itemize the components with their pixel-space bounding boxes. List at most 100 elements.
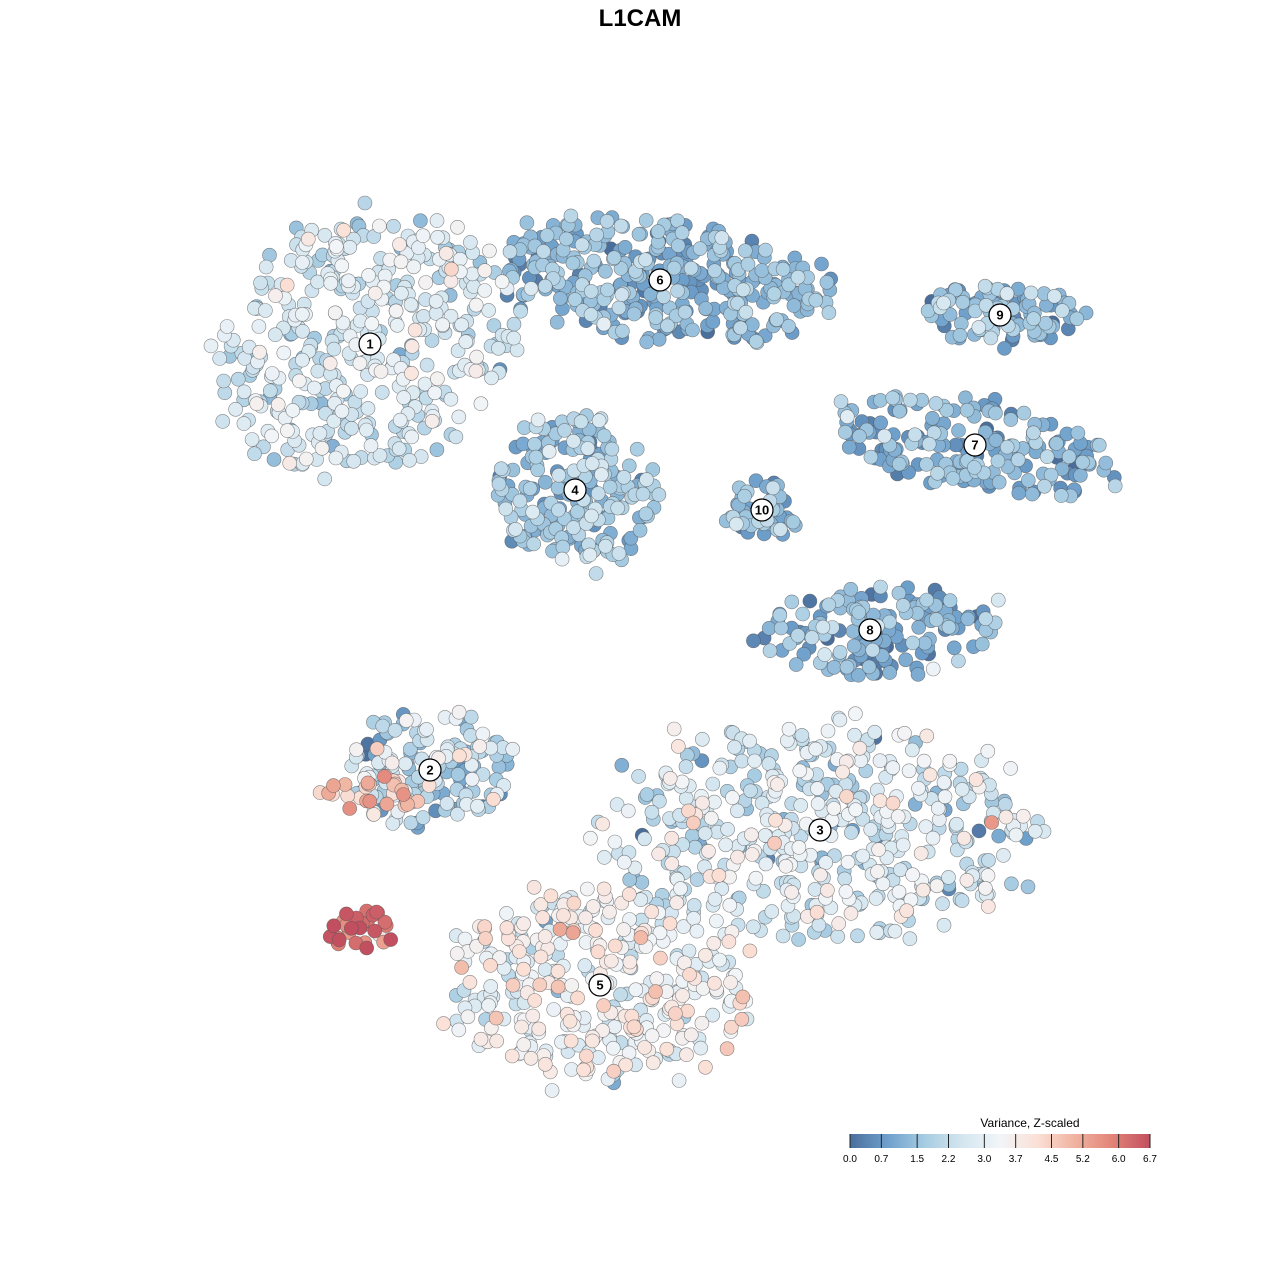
cell-point: [419, 722, 434, 737]
cell-point: [664, 830, 680, 846]
cell-point: [532, 977, 548, 993]
cell-point: [341, 273, 356, 289]
cell-point: [427, 385, 443, 401]
cell-point: [530, 412, 546, 428]
cell-point: [550, 963, 566, 979]
cell-point: [418, 275, 434, 290]
cell-point: [873, 579, 888, 595]
cell-point: [981, 853, 996, 868]
cell-point: [1098, 455, 1114, 471]
cell-point: [887, 923, 903, 939]
cell-point: [607, 1019, 623, 1035]
cell-point: [528, 449, 544, 465]
cell-point: [761, 756, 777, 772]
cell-point: [279, 277, 295, 293]
cell-point: [247, 446, 262, 462]
cell-point: [617, 240, 633, 255]
cell-point: [773, 522, 788, 537]
cell-point: [895, 837, 911, 853]
cell-point: [767, 835, 782, 851]
cell-point: [977, 278, 993, 294]
cluster-labels: 1 6 9 4 10 7 8 2 3 5: [358, 268, 1012, 997]
cell-point: [895, 598, 911, 613]
cell-point: [216, 373, 231, 389]
cell-point: [707, 263, 723, 279]
cell-point: [473, 396, 489, 412]
cell-point: [978, 297, 994, 313]
cell-point: [1037, 478, 1052, 494]
cell-point: [754, 263, 770, 278]
cell-point: [841, 439, 857, 455]
cell-point: [991, 828, 1007, 844]
cell-point: [590, 486, 606, 501]
cell-point: [403, 297, 419, 313]
legend-tick-label: 3.0: [977, 1154, 991, 1165]
cell-point: [882, 665, 898, 680]
cell-point: [276, 345, 292, 361]
cell-point: [988, 432, 1004, 448]
cell-point: [407, 322, 423, 338]
cell-point: [389, 317, 405, 333]
cell-point: [794, 728, 810, 743]
cell-point: [611, 546, 627, 561]
cell-point: [762, 643, 778, 659]
cell-point: [334, 258, 350, 274]
cell-point: [563, 1033, 579, 1049]
cell-point: [861, 659, 877, 675]
cell-point: [648, 310, 664, 325]
cell-point: [902, 931, 918, 947]
cell-point: [314, 440, 330, 456]
cell-point: [322, 356, 338, 371]
cell-point: [613, 218, 629, 234]
cell-point: [526, 536, 542, 552]
cell-point: [730, 803, 745, 819]
cell-point: [498, 501, 514, 517]
cell-point: [323, 275, 339, 291]
cell-point: [537, 929, 553, 944]
cell-point: [781, 721, 797, 737]
cell-point: [810, 781, 825, 796]
cell-point: [360, 775, 376, 791]
cell-point: [1021, 473, 1036, 488]
cell-point: [367, 923, 383, 939]
cell-point: [712, 760, 728, 776]
cell-point: [451, 409, 467, 425]
cell-point: [563, 208, 579, 224]
cell-point: [359, 422, 374, 438]
cell-point: [622, 954, 638, 970]
cell-point: [651, 331, 667, 347]
cell-point: [770, 777, 785, 792]
cluster-label-text: 3: [816, 823, 823, 838]
cell-point: [1027, 823, 1043, 839]
cell-point: [294, 306, 310, 322]
cell-point: [747, 768, 762, 783]
cell-point: [522, 481, 538, 496]
cell-point: [629, 441, 645, 457]
cell-point: [919, 457, 934, 472]
cell-point: [527, 993, 543, 1008]
cell-point: [537, 962, 553, 977]
cell-point: [249, 396, 265, 412]
cell-point: [228, 401, 243, 417]
cell-point: [902, 392, 918, 408]
cell-point: [613, 987, 628, 1002]
cell-point: [537, 278, 553, 294]
cell-point: [758, 242, 773, 258]
cell-point: [549, 314, 565, 330]
cell-point: [1055, 303, 1070, 318]
cluster-label-badge: [963, 433, 987, 457]
cell-point: [574, 237, 590, 253]
cell-point: [890, 809, 906, 824]
cell-point: [804, 630, 820, 645]
cell-point: [600, 282, 615, 298]
points-layer: [203, 195, 1123, 1098]
cell-point: [577, 958, 593, 973]
cell-point: [840, 854, 856, 870]
cell-point: [559, 231, 574, 247]
cell-point: [450, 220, 465, 235]
cell-point: [843, 581, 859, 597]
cell-point: [899, 903, 915, 919]
cell-point: [312, 426, 328, 441]
cell-point: [772, 607, 788, 623]
cell-point: [790, 628, 806, 643]
